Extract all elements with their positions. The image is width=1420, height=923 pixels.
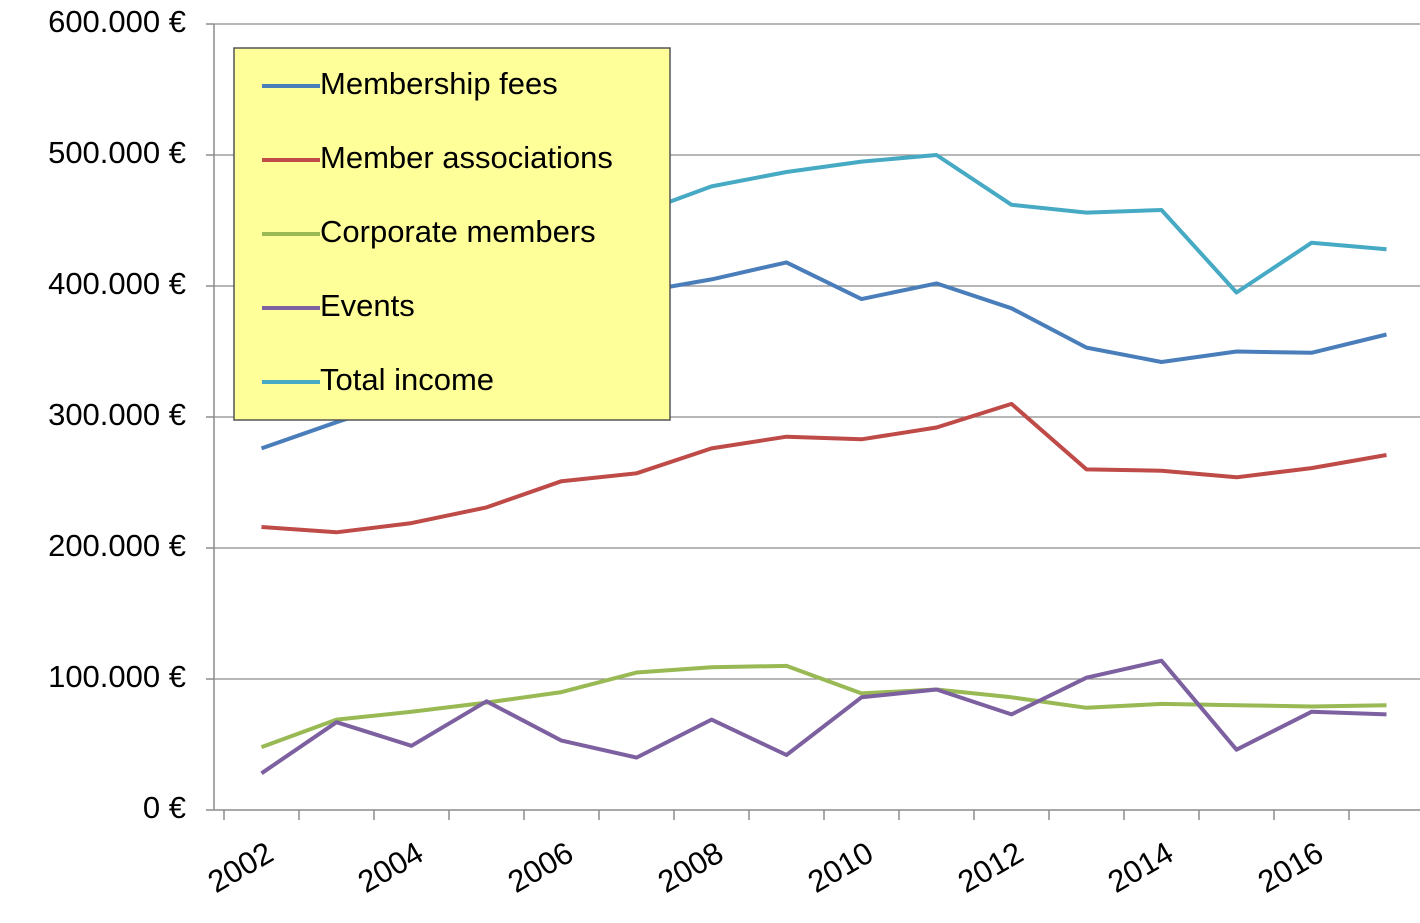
x-tick-label: 2010 xyxy=(802,835,879,900)
x-tick-label: 2006 xyxy=(502,835,579,900)
legend-label: Corporate members xyxy=(320,214,596,249)
y-tick-label: 500.000 € xyxy=(48,135,186,170)
legend-label: Total income xyxy=(320,362,494,397)
y-tick-label: 100.000 € xyxy=(48,659,186,694)
x-tick-label: 2012 xyxy=(952,835,1029,900)
y-tick-label: 400.000 € xyxy=(48,266,186,301)
y-tick-label: 300.000 € xyxy=(48,397,186,432)
series-line xyxy=(261,401,1387,535)
x-tick-label: 2008 xyxy=(652,835,729,900)
legend-label: Events xyxy=(320,288,415,323)
legend-label: Membership fees xyxy=(320,66,558,101)
series-line xyxy=(260,658,1387,775)
x-tick-label: 2004 xyxy=(352,835,429,900)
legend-label: Member associations xyxy=(320,140,613,175)
y-tick-label: 0 € xyxy=(143,790,186,825)
x-tick-label: 2002 xyxy=(202,835,279,900)
y-tick-label: 200.000 € xyxy=(48,528,186,563)
x-tick-label: 2014 xyxy=(1102,835,1179,900)
y-tick-label: 600.000 € xyxy=(48,4,186,39)
x-tick-label: 2016 xyxy=(1252,835,1329,900)
